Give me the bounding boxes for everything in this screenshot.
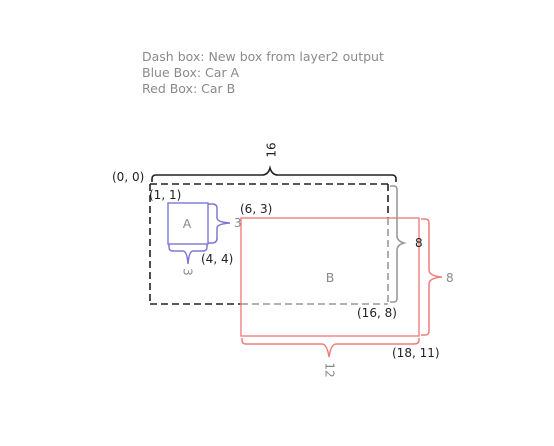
legend-blue: Blue Box: Car A	[142, 65, 240, 80]
dash-box-height-brace	[390, 185, 407, 303]
red-box-letter: B	[326, 270, 335, 285]
red-box-b	[240, 217, 420, 337]
legend-dash: Dash box: New box from layer2 output	[142, 49, 384, 64]
dash-box-top-left-coord: (0, 0)	[112, 170, 144, 184]
red-box-height-brace	[421, 218, 443, 336]
red-box-bottom-right-coord: (18, 11)	[392, 346, 440, 360]
blue-box-width-label: 3	[181, 268, 195, 276]
blue-box-letter: A	[183, 216, 192, 231]
red-box-width-brace	[241, 338, 420, 358]
blue-box-width-brace	[168, 244, 208, 265]
blue-box-height-brace	[208, 203, 231, 244]
legend-red: Red Box: Car B	[142, 81, 235, 96]
dash-box-height-label: 8	[415, 236, 423, 250]
blue-box-top-left-coord: (1, 1)	[149, 188, 181, 202]
red-box-width-label: 12	[323, 362, 337, 377]
red-box-top-left-coord: (6, 3)	[240, 202, 272, 216]
dash-box-bottom-right-coord: (16, 8)	[357, 306, 397, 320]
dash-box-width-brace	[151, 165, 397, 182]
red-box-height-label: 8	[446, 271, 454, 285]
blue-box-a	[167, 202, 209, 245]
dash-box	[149, 183, 389, 305]
blue-box-height-label: 3	[234, 216, 242, 230]
dash-box-width-label: 16	[265, 142, 279, 157]
blue-box-bottom-right-coord: (4, 4)	[201, 252, 233, 266]
